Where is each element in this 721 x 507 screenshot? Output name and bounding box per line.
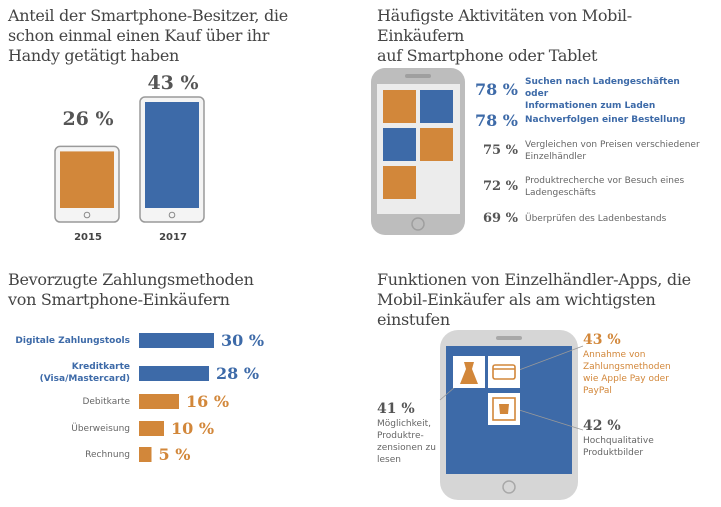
feature-reviews-label-line: Produktre- — [377, 431, 424, 441]
activity-2-value: 78 % — [474, 111, 518, 130]
feature-reviews-label-line: Möglichkeit, — [377, 419, 431, 429]
payment-title-line: von Smartphone-Einkäufern — [8, 290, 230, 309]
picture-frame-icon — [492, 397, 516, 421]
tablet-bar-2015 — [60, 151, 114, 208]
activity-4-label-line: Ladengeschäfts — [525, 188, 596, 198]
app-tile-4 — [420, 128, 453, 161]
app-tile-2 — [420, 90, 453, 123]
app-tile-3 — [383, 128, 416, 161]
activity-3-label: Vergleichen von Preisen verschiedener Ei… — [525, 139, 705, 163]
payment-bar-4 — [139, 421, 164, 436]
feature-reviews-label: Möglichkeit, Produktre- zensionen zu les… — [377, 418, 439, 466]
feature-images-value: 42 % — [583, 418, 621, 434]
payment-label-transfer: Überweisung — [6, 423, 130, 435]
feature-images-label-line: Hochqualitative — [583, 436, 654, 446]
payment-label-digital: Digitale Zahlungstools — [6, 335, 130, 347]
activities-title: Häufigste Aktivitäten von Mobil-Einkäufe… — [377, 6, 717, 66]
payment-label-line: Debitkarte — [82, 397, 130, 407]
leader-line-payment — [518, 345, 584, 371]
feature-reviews-value: 41 % — [377, 401, 415, 417]
payment-title: Bevorzugte Zahlungsmethoden von Smartpho… — [8, 270, 328, 310]
tablet-home-button-icon — [168, 211, 176, 219]
activity-1-label-line: Suchen nach Ladengeschäften oder — [525, 77, 680, 99]
tablet-home-button-icon — [83, 211, 91, 219]
ownership-title-line: Anteil der Smartphone-Besitzer, die — [8, 6, 288, 25]
payment-label-debit: Debitkarte — [6, 396, 130, 408]
payment-value-credit: 28 % — [216, 364, 260, 383]
ownership-value-2017: 43 % — [147, 72, 199, 94]
dress-icon — [460, 362, 478, 384]
credit-card-icon — [492, 364, 516, 380]
phone-home-button-icon — [502, 480, 516, 494]
activities-title-line: Häufigste Aktivitäten von Mobil-Einkäufe… — [377, 6, 632, 45]
payment-bar-3 — [139, 394, 179, 409]
ownership-title: Anteil der Smartphone-Besitzer, die scho… — [8, 6, 308, 66]
payment-title-line: Bevorzugte Zahlungsmethoden — [8, 270, 254, 289]
picture-content-icon — [499, 404, 509, 414]
feature-payment-value: 43 % — [583, 332, 621, 348]
payment-label-credit: Kreditkarte (Visa/Mastercard) — [6, 361, 130, 385]
feature-images-label-line: Produktbilder — [583, 448, 644, 458]
phone-speaker-icon — [496, 336, 522, 340]
payment-bar-1 — [139, 333, 214, 348]
payment-value-transfer: 10 % — [171, 419, 215, 438]
payment-value-digital: 30 % — [221, 331, 265, 350]
ownership-year-2017: 2017 — [159, 232, 187, 243]
activity-2-label-line: Nachverfolgen einer Bestellung — [525, 115, 686, 125]
payment-bar-2 — [139, 366, 209, 381]
activity-1-label: Suchen nach Ladengeschäften oder Informa… — [525, 76, 705, 112]
payment-bar-5 — [139, 447, 152, 462]
feature-payment-label: Annahme von Zahlungsmethoden wie Apple P… — [583, 349, 713, 397]
payment-value-invoice: 5 % — [158, 445, 191, 464]
features-title-line: Funktionen von Einzelhändler-Apps, die — [377, 270, 691, 289]
activity-4-label-line: Produktrecherche vor Besuch eines — [525, 176, 685, 186]
feature-images: 42 % Hochqualitative Produktbilder — [583, 417, 703, 459]
ownership-title-line: Handy getätigt haben — [8, 46, 180, 65]
payment-label-line: Digitale Zahlungstools — [15, 336, 130, 346]
feature-payment-label-line: PayPal — [583, 386, 612, 396]
feature-payment-label-line: Zahlungsmethoden — [583, 362, 671, 372]
payment-label-line: (Visa/Mastercard) — [39, 374, 130, 384]
app-tile-1 — [383, 90, 416, 123]
activities-title-line: auf Smartphone oder Tablet — [377, 46, 598, 65]
activity-1-value: 78 % — [474, 80, 518, 99]
activity-4-value: 72 % — [483, 179, 518, 194]
payment-label-line: Überweisung — [71, 424, 130, 434]
leader-line-images — [515, 408, 584, 431]
feature-reviews-label-line: lesen — [377, 455, 401, 465]
activity-3-label-line: Vergleichen von Preisen verschiedener — [525, 140, 700, 150]
tablet-bar-2017 — [145, 102, 199, 208]
phone-home-button-icon — [411, 217, 425, 231]
features-title-line: Mobil-Einkäufer als am wichtigsten einst… — [377, 290, 656, 329]
features-title: Funktionen von Einzelhändler-Apps, die M… — [377, 270, 721, 330]
activity-4-label: Produktrecherche vor Besuch eines Ladeng… — [525, 175, 705, 199]
payment-label-invoice: Rechnung — [6, 449, 130, 461]
feature-payment-label-line: wie Apple Pay oder — [583, 374, 669, 384]
activity-1-label-line: Informationen zum Laden — [525, 101, 656, 111]
phone-speaker-icon — [405, 74, 431, 78]
payment-value-debit: 16 % — [186, 392, 230, 411]
feature-payment-label-line: Annahme von — [583, 350, 646, 360]
payment-label-line: Kreditkarte — [71, 362, 130, 372]
ownership-title-line: schon einmal einen Kauf über ihr — [8, 26, 270, 45]
ownership-year-2015: 2015 — [74, 232, 102, 243]
activity-3-label-line: Einzelhändler — [525, 152, 587, 162]
activity-2-label: Nachverfolgen einer Bestellung — [525, 114, 705, 126]
feature-reviews: 41 % Möglichkeit, Produktre- zensionen z… — [377, 400, 439, 466]
activity-3-value: 75 % — [483, 143, 518, 158]
activity-5-label-line: Überprüfen des Ladenbestands — [525, 214, 667, 224]
app-tile-5 — [383, 166, 416, 199]
activity-5-label: Überprüfen des Ladenbestands — [525, 213, 705, 225]
feature-reviews-label-line: zensionen zu — [377, 443, 436, 453]
feature-images-label: Hochqualitative Produktbilder — [583, 435, 703, 459]
ownership-value-2015: 26 % — [62, 108, 114, 130]
feature-payment: 43 % Annahme von Zahlungsmethoden wie Ap… — [583, 331, 713, 397]
payment-label-line: Rechnung — [85, 450, 130, 460]
activity-5-value: 69 % — [483, 211, 518, 226]
